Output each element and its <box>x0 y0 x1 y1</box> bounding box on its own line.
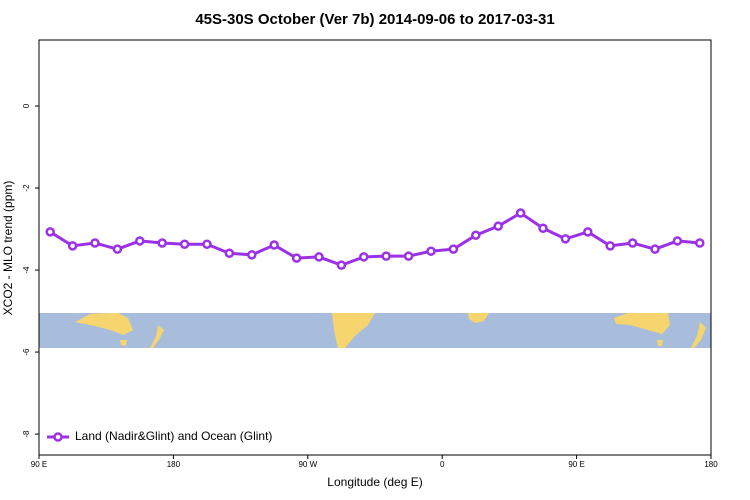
y-tick-label: -4 <box>22 266 31 274</box>
point <box>627 238 638 248</box>
point <box>515 208 526 218</box>
point <box>135 236 145 246</box>
series-line <box>49 211 700 267</box>
chart-title: 45S-30S October (Ver 7b) 2014-09-06 to 2… <box>195 11 554 28</box>
point <box>247 250 257 260</box>
y-axis-label: XCO2 - MLO trend (ppm) <box>1 181 15 316</box>
x-tick-label: 180 <box>167 460 181 469</box>
point <box>381 251 391 261</box>
point <box>202 239 212 249</box>
point <box>672 236 683 246</box>
point <box>314 252 324 262</box>
y-tick-label: -8 <box>22 430 31 438</box>
x-tick-label: 90 E <box>31 460 47 469</box>
point <box>336 260 347 270</box>
point <box>650 244 660 254</box>
point <box>157 238 167 248</box>
point <box>90 238 100 248</box>
point <box>448 244 459 254</box>
map-band <box>39 313 711 348</box>
point <box>291 253 302 263</box>
legend-label: Land (Nadir&Glint) and Ocean (Glint) <box>75 429 272 443</box>
legend-marker <box>53 432 63 442</box>
point <box>471 230 481 240</box>
y-tick-label: 0 <box>22 103 31 108</box>
x-tick-label: 90 W <box>298 460 317 469</box>
point <box>112 244 123 254</box>
point <box>224 248 235 258</box>
x-tick-label: 90 E <box>568 460 584 469</box>
point <box>426 246 436 256</box>
point <box>493 221 503 231</box>
point <box>560 234 571 244</box>
point <box>179 239 190 249</box>
point <box>695 238 705 248</box>
point <box>45 227 55 237</box>
plot-frame <box>38 39 712 456</box>
point <box>269 240 279 250</box>
point <box>538 223 548 233</box>
x-tick-label: 0 <box>440 460 445 469</box>
point <box>605 241 615 251</box>
point <box>359 252 369 262</box>
point <box>67 241 78 251</box>
y-tick-label: -6 <box>22 348 31 356</box>
y-tick-label: -2 <box>22 184 31 192</box>
x-axis-label: Longitude (deg E) <box>327 475 422 489</box>
x-tick-label: 180 <box>704 460 718 469</box>
point <box>403 251 414 261</box>
point <box>583 227 593 237</box>
